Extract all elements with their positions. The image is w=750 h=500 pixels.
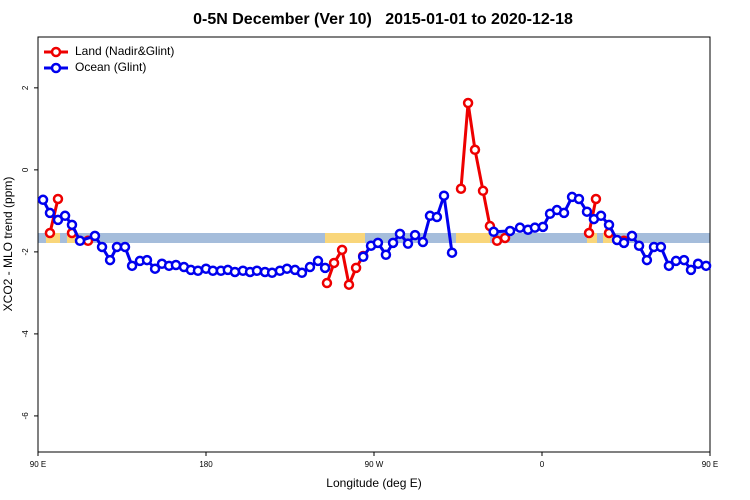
data-point — [537, 221, 549, 233]
series-line — [459, 102, 506, 243]
data-point — [431, 211, 443, 223]
data-point — [119, 241, 131, 253]
y-tick-label: -4 — [21, 330, 30, 338]
data-point — [529, 222, 541, 233]
data-point — [641, 254, 653, 266]
data-point — [455, 183, 467, 194]
data-point — [685, 264, 697, 276]
x-tick-label: 180 — [199, 460, 213, 469]
data-point — [504, 225, 516, 237]
data-point — [372, 237, 384, 249]
data-point — [583, 227, 595, 239]
data-point — [626, 230, 638, 242]
land-band — [46, 233, 60, 243]
data-point — [394, 228, 406, 240]
data-point — [670, 255, 682, 267]
y-tick-label: -2 — [21, 248, 30, 256]
data-point — [558, 207, 570, 219]
data-point — [96, 241, 108, 253]
data-point — [52, 193, 64, 205]
data-point — [380, 249, 392, 261]
legend-label: Land (Nadir&Glint) — [75, 44, 174, 58]
data-point — [595, 210, 607, 222]
legend-label: Ocean (Glint) — [75, 60, 146, 74]
data-point — [357, 251, 369, 263]
y-tick-label: 2 — [21, 85, 30, 90]
data-point — [304, 261, 316, 273]
data-point — [488, 226, 499, 238]
land-band — [587, 233, 597, 243]
legend-marker — [50, 46, 62, 58]
data-point — [417, 236, 429, 248]
data-point — [44, 227, 56, 239]
data-point — [126, 260, 138, 272]
x-tick-label: 90 W — [365, 460, 384, 469]
data-point — [655, 241, 667, 253]
y-tick-label: 0 — [21, 167, 30, 172]
land-band — [456, 233, 490, 243]
data-point — [192, 265, 204, 276]
y-tick-label: -6 — [21, 412, 30, 420]
land-band — [325, 233, 365, 243]
data-point — [321, 277, 333, 289]
data-point — [89, 230, 101, 242]
data-point — [328, 257, 340, 269]
y-axis-title: XCO2 - MLO trend (ppm) — [1, 177, 15, 312]
data-point — [319, 262, 331, 274]
data-point — [573, 193, 585, 205]
data-point — [170, 259, 182, 271]
data-point — [149, 263, 161, 274]
data-point — [603, 219, 615, 231]
data-point — [678, 254, 690, 266]
data-point — [44, 207, 56, 219]
data-point — [618, 237, 630, 249]
data-point — [74, 235, 86, 247]
chart-title: 0-5N December (Ver 10) 2015-01-01 to 202… — [193, 11, 573, 28]
data-point — [438, 190, 450, 201]
data-point — [446, 247, 458, 258]
data-point — [462, 97, 474, 109]
data-point — [692, 258, 704, 270]
ocean-band — [38, 233, 710, 243]
data-point — [350, 262, 362, 274]
data-point — [499, 232, 511, 244]
data-point — [336, 244, 348, 256]
data-point — [477, 185, 489, 197]
data-point — [66, 219, 78, 231]
data-point — [590, 193, 602, 205]
x-axis-title: Longitude (deg E) — [326, 476, 421, 490]
data-point — [296, 267, 308, 279]
data-point — [387, 237, 399, 249]
data-point — [700, 260, 712, 272]
data-point — [409, 229, 421, 241]
x-tick-label: 0 — [540, 460, 545, 469]
data-point — [402, 238, 414, 249]
x-tick-label: 90 E — [702, 460, 718, 469]
data-point — [37, 194, 49, 206]
data-point — [469, 144, 481, 156]
data-point — [281, 263, 293, 274]
x-tick-label: 90 E — [30, 460, 46, 469]
data-point — [633, 240, 645, 251]
data-point — [104, 254, 116, 266]
data-point — [343, 279, 355, 290]
data-point — [141, 254, 153, 266]
data-point — [251, 265, 263, 276]
legend-marker — [50, 62, 62, 74]
data-point — [514, 222, 526, 233]
data-point — [312, 255, 324, 267]
data-point — [59, 210, 71, 222]
data-point — [663, 260, 675, 272]
data-point — [229, 266, 241, 278]
data-point — [581, 206, 593, 217]
